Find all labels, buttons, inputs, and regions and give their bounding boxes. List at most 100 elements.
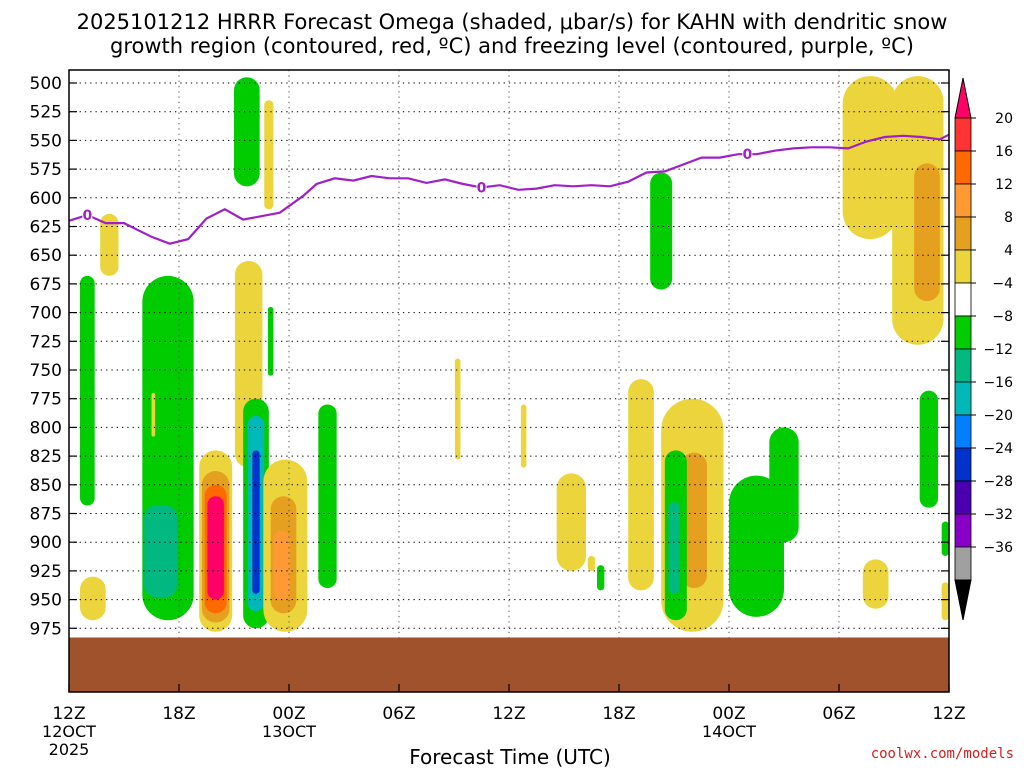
- colorbar-swatch-13: [954, 513, 972, 548]
- freezing-label-2: 0: [742, 147, 752, 163]
- y-tick-label-600: 600: [30, 189, 62, 209]
- omega-area-33: [769, 427, 799, 543]
- omega-area-37: [914, 163, 940, 302]
- y-tick-label-950: 950: [30, 591, 62, 611]
- omega-area-20: [318, 404, 337, 589]
- x-tick-year-0: 2025: [49, 740, 90, 759]
- x-tick-label-4: 12Z: [492, 704, 525, 724]
- colorbar-swatch-10: [954, 414, 972, 449]
- y-tick-label-575: 575: [30, 160, 62, 180]
- colorbar-bottom-arrow: [954, 579, 972, 621]
- colorbar-top-arrow: [954, 77, 972, 119]
- y-tick-label-875: 875: [30, 505, 62, 525]
- omega-area-4: [144, 505, 178, 598]
- terrain-surface: [69, 637, 949, 692]
- x-tick-label-2: 00Z: [272, 704, 305, 724]
- colorbar-swatch-5: [954, 249, 972, 284]
- y-tick-label-550: 550: [30, 131, 62, 151]
- omega-area-22: [520, 404, 527, 468]
- colorbar: 20 16 12 8 4 −4 −8 −12 −16 −20 −24 −28 −32 −36: [954, 77, 1013, 621]
- omega-area-21: [454, 358, 461, 460]
- x-tick-label-5: 18Z: [602, 704, 635, 724]
- freezing-label-bg-1: [476, 179, 487, 196]
- colorbar-label-6: −8: [992, 309, 1013, 325]
- freezing-level-line: [69, 133, 949, 245]
- freezing-label-bg-2: [742, 146, 753, 163]
- x-tick-label-3: 06Z: [382, 704, 415, 724]
- y-tick-label-525: 525: [30, 103, 62, 123]
- y-tick-label-675: 675: [30, 275, 62, 295]
- omega-area-15: [252, 450, 260, 594]
- omega-area-26: [628, 379, 654, 591]
- freezing-level-labels: 0 0 0: [82, 146, 752, 224]
- plot-gridlines: [68, 70, 950, 692]
- omega-area-11: [234, 77, 260, 187]
- omega-area-0: [100, 213, 119, 276]
- colorbar-swatch-8: [954, 348, 972, 383]
- x-tick-label-6: 00Z: [712, 704, 745, 724]
- colorbar-swatch-3: [954, 183, 972, 218]
- y-axis-ticks: 500 525 550 575 600 625 650 675 700 725 750 775 800 8…: [30, 74, 949, 639]
- omega-area-31: [668, 502, 680, 594]
- y-tick-label-975: 975: [30, 619, 62, 639]
- omega-area-24: [587, 555, 596, 571]
- x-tick-label-7: 06Z: [822, 704, 855, 724]
- colorbar-swatch-9: [954, 381, 972, 416]
- colorbar-label-1: 16: [995, 144, 1013, 160]
- y-tick-label-625: 625: [30, 218, 62, 238]
- x-tick-label-0: 12Z: [52, 704, 85, 724]
- colorbar-swatch-1: [954, 117, 972, 152]
- colorbar-swatch-14: [954, 546, 972, 581]
- y-tick-label-650: 650: [30, 246, 62, 266]
- y-tick-label-900: 900: [30, 533, 62, 553]
- chart-title-line1: 2025101212 HRRR Forecast Omega (shaded, …: [77, 10, 948, 34]
- x-tick-date-0: 12OCT: [42, 722, 96, 741]
- omega-area-12: [264, 100, 274, 210]
- y-tick-label-725: 725: [30, 332, 62, 352]
- omega-area-29: [681, 452, 707, 589]
- colorbar-label-2: 12: [995, 177, 1013, 193]
- colorbar-swatch-4: [954, 216, 972, 251]
- x-tick-date-6: 14OCT: [702, 722, 756, 741]
- colorbar-label-0: 20: [995, 111, 1013, 127]
- y-tick-label-750: 750: [30, 361, 62, 381]
- colorbar-label-9: −20: [983, 408, 1013, 424]
- chart-title-line2: growth region (contoured, red, ºC) and f…: [110, 34, 914, 58]
- omega-area-27: [650, 172, 673, 290]
- omega-area-39: [941, 521, 949, 556]
- colorbar-swatch-7: [954, 315, 972, 350]
- colorbar-label-5: −4: [992, 276, 1013, 292]
- y-tick-label-800: 800: [30, 418, 62, 438]
- x-tick-date-2: 13OCT: [262, 722, 316, 741]
- credit-text: coolwx.com/models: [871, 746, 1014, 762]
- omega-area-23: [556, 473, 586, 571]
- colorbar-label-7: −12: [983, 342, 1013, 358]
- colorbar-swatch-2: [954, 150, 972, 185]
- omega-area-2: [80, 275, 95, 506]
- omega-area-35: [862, 559, 889, 609]
- y-tick-label-925: 925: [30, 562, 62, 582]
- colorbar-label-8: −16: [983, 375, 1013, 391]
- y-tick-label-700: 700: [30, 304, 62, 324]
- omega-area-9: [207, 496, 224, 600]
- freezing-label-bg-0: [82, 207, 93, 224]
- x-axis-label: Forecast Time (UTC): [409, 745, 611, 768]
- colorbar-swatch-11: [954, 447, 972, 482]
- colorbar-label-13: −36: [983, 540, 1013, 556]
- omega-area-38: [919, 390, 938, 508]
- y-tick-label-850: 850: [30, 476, 62, 496]
- omega-area-5: [151, 392, 156, 437]
- omega-area-18: [273, 530, 290, 600]
- omega-shading: [80, 76, 949, 632]
- omega-area-1: [80, 576, 106, 621]
- x-tick-label-8: 12Z: [932, 704, 965, 724]
- freezing-label-1: 0: [477, 180, 487, 196]
- colorbar-label-3: 8: [1004, 210, 1013, 226]
- colorbar-label-4: 4: [1004, 243, 1013, 259]
- colorbar-swatch-6: [954, 282, 972, 317]
- x-tick-label-1: 18Z: [162, 704, 195, 724]
- colorbar-label-10: −24: [983, 441, 1013, 457]
- omega-area-34: [842, 76, 898, 240]
- omega-area-25: [597, 565, 605, 591]
